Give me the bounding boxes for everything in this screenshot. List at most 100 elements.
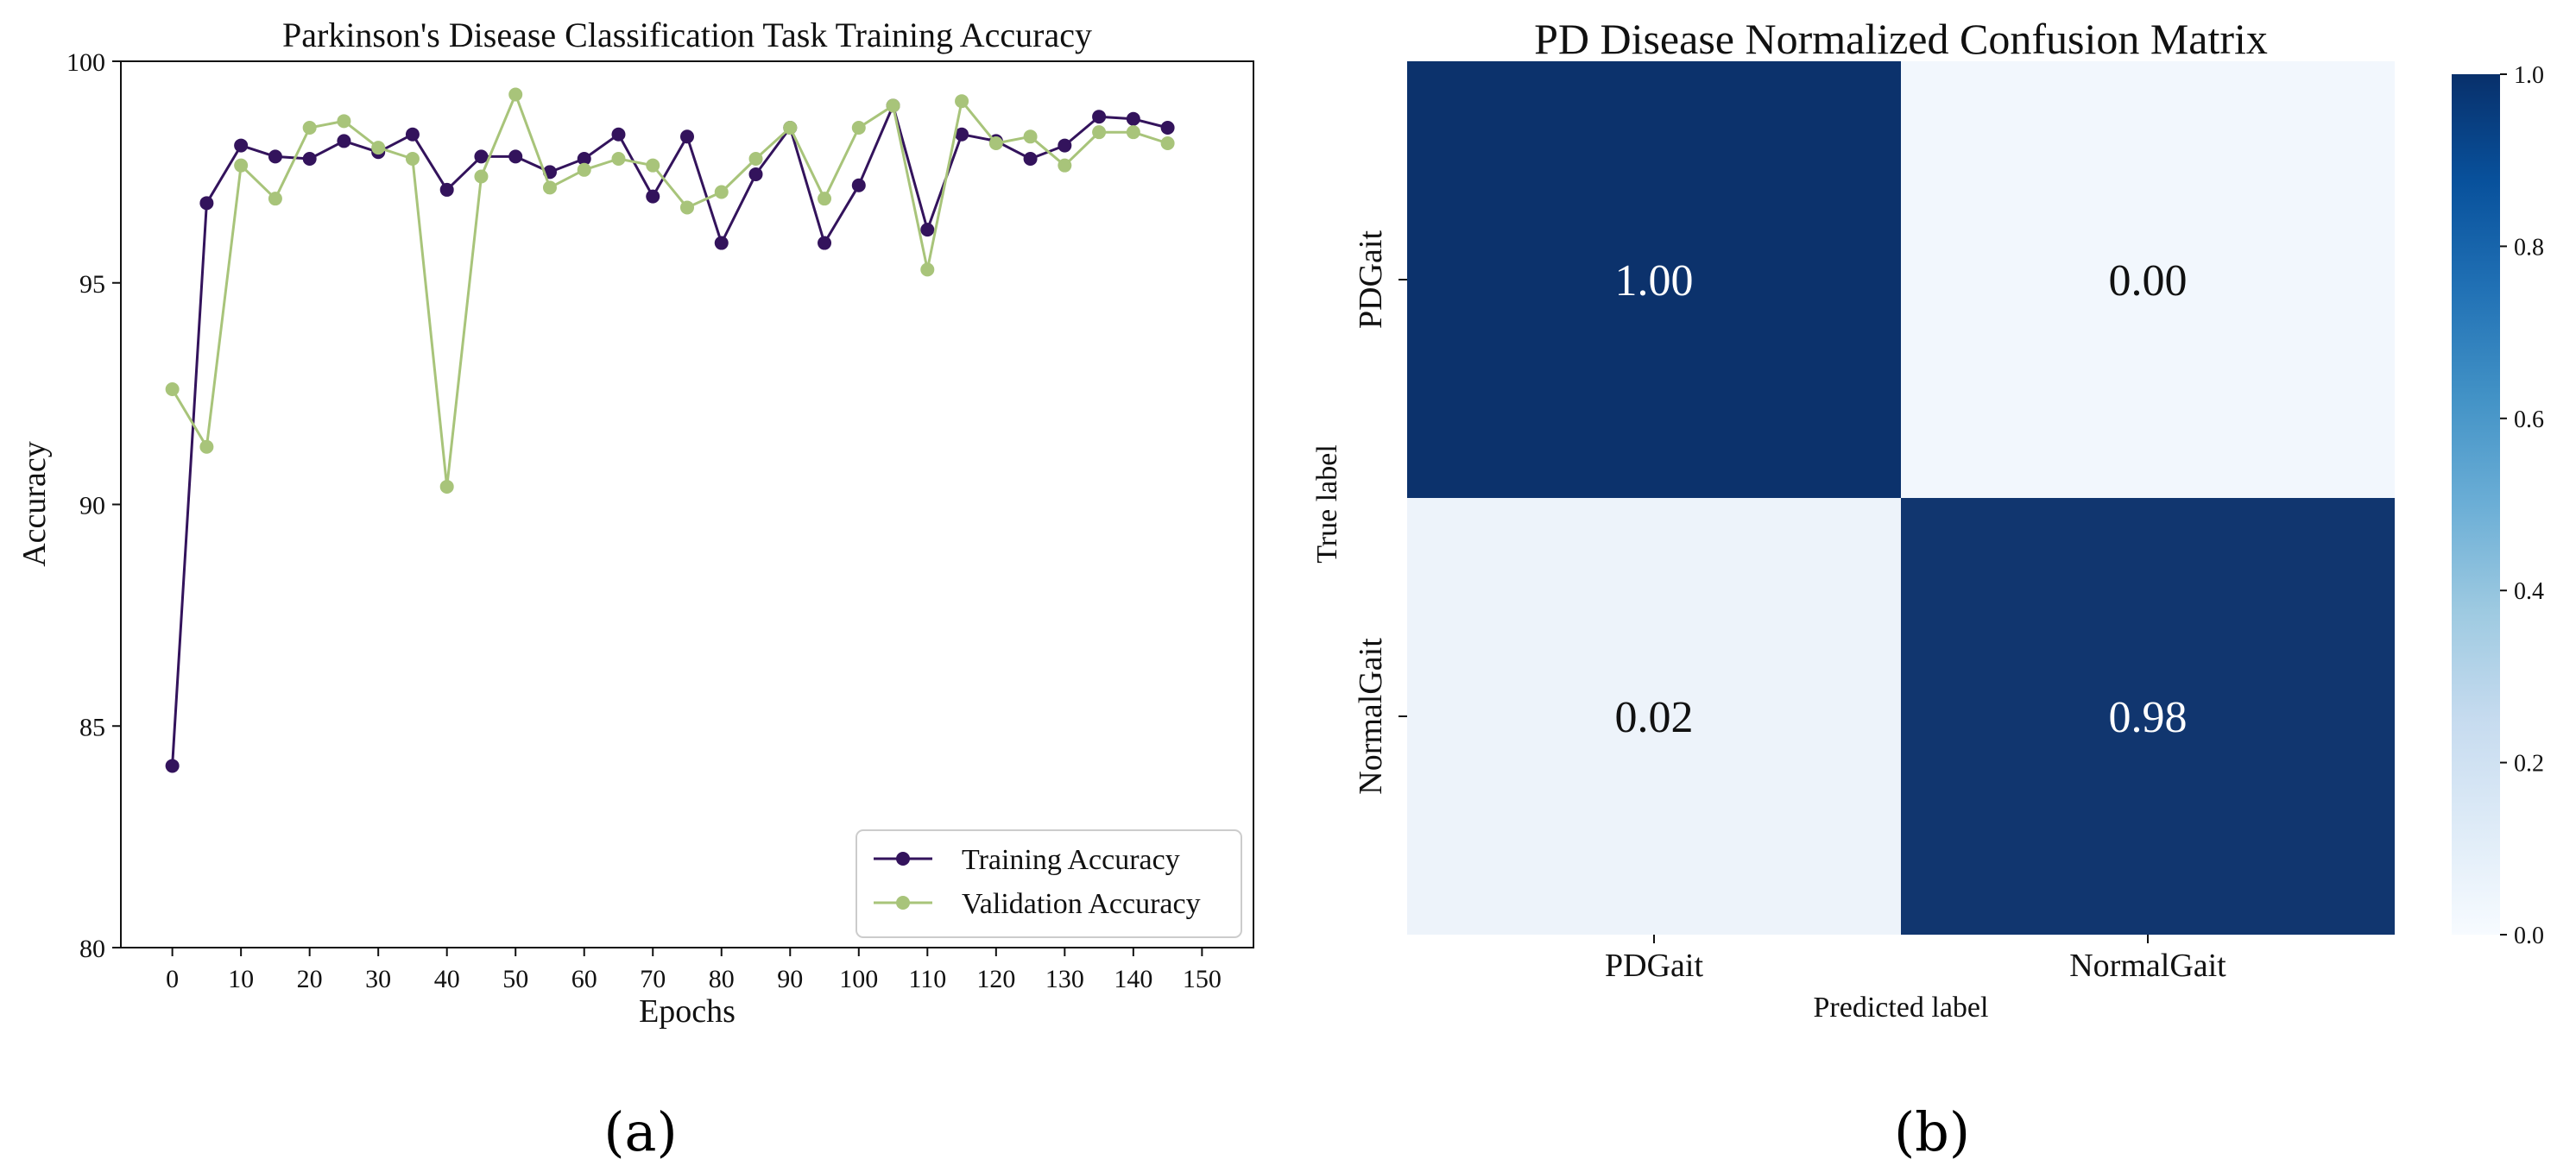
chart-a-series [165, 87, 1175, 773]
legend-training-label: Training Accuracy [962, 844, 1180, 876]
chart-b-colorbar: 0.0 0.2 0.4 0.6 0.8 1.0 [2452, 62, 2544, 949]
validation-accuracy-point [234, 158, 249, 173]
x-category-label: NormalGait [2069, 948, 2226, 984]
x-tick-label: 10 [228, 965, 254, 993]
validation-accuracy-point [955, 94, 969, 109]
chart-b-x-axis-label: Predicted label [1814, 992, 1989, 1024]
x-tick-label: 80 [709, 965, 735, 993]
chart-a-title: Parkinson's Disease Classification Task … [282, 16, 1092, 54]
colorbar-tick-label: 0.8 [2514, 234, 2544, 261]
colorbar-gradient [2452, 74, 2500, 935]
chart-a-axes: 0 10 20 30 40 50 60 70 80 90 100 110 120 130 140 150 80 8… [66, 48, 1222, 993]
training-accuracy-point [714, 236, 729, 250]
chart-a-y-axis-label: Accuracy [16, 441, 53, 567]
training-accuracy-point [1160, 121, 1175, 135]
panel-a-caption: (a) [603, 1100, 677, 1163]
y-category-label: NormalGait [1353, 638, 1389, 795]
validation-accuracy-point [783, 121, 798, 135]
x-tick-label: 50 [502, 965, 528, 993]
colorbar-tick-label: 1.0 [2514, 62, 2544, 89]
colorbar-tick-label: 0.4 [2514, 578, 2544, 605]
y-tick-label: 95 [79, 270, 105, 299]
validation-accuracy-point [1058, 158, 1072, 173]
training-accuracy-point [268, 149, 282, 164]
training-accuracy-point [1023, 151, 1038, 166]
validation-accuracy-point [611, 151, 626, 166]
validation-accuracy-point [474, 169, 489, 184]
legend-box [856, 829, 1242, 938]
training-accuracy-point [611, 127, 626, 142]
training-accuracy-point [302, 151, 317, 166]
y-tick-label: 90 [79, 492, 105, 520]
heatmap-cell [1407, 61, 1901, 498]
chart-a-plot-frame [120, 60, 1254, 948]
training-accuracy-point [165, 759, 180, 773]
training-accuracy-point [680, 129, 694, 144]
x-tick-label: 120 [976, 965, 1015, 993]
training-accuracy-point [508, 149, 523, 164]
colorbar-tick-label: 0.2 [2514, 751, 2544, 778]
x-tick-label: 20 [297, 965, 323, 993]
validation-accuracy-point [165, 381, 180, 396]
y-category-label: PDGait [1353, 230, 1389, 329]
training-accuracy-point [577, 151, 591, 166]
training-accuracy-point [818, 236, 832, 250]
colorbar-tick-label: 0.0 [2514, 923, 2544, 949]
validation-accuracy-point [646, 158, 660, 173]
training-accuracy-point [748, 167, 763, 181]
validation-accuracy-point [851, 121, 866, 135]
x-tick-label: 140 [1114, 965, 1152, 993]
validation-accuracy-point [542, 180, 557, 195]
legend-training-marker [896, 852, 910, 866]
x-tick-label: 90 [777, 965, 803, 993]
chart-a-legend: Training Accuracy Validation Accuracy [856, 829, 1242, 938]
validation-accuracy-point [199, 439, 214, 454]
training-accuracy-point [1126, 111, 1140, 126]
training-accuracy-point [955, 127, 969, 142]
training-accuracy-point [199, 196, 214, 211]
training-accuracy-point [646, 189, 660, 204]
heatmap-cell [1407, 498, 1901, 935]
x-tick-label: 30 [365, 965, 391, 993]
chart-b-cells: 1.00 0.00 0.02 0.98 PDGait NormalGait PDGait No… [1353, 61, 2395, 984]
x-tick-label: 0 [166, 965, 179, 993]
colorbar-tick-label: 0.6 [2514, 406, 2544, 433]
validation-accuracy-point [1023, 129, 1038, 144]
confusion-matrix-heatmap: PD Disease Normalized Confusion Matrix 1… [1311, 15, 2544, 1024]
heatmap-cell-label: 0.98 [2109, 693, 2188, 742]
y-tick-label: 85 [79, 713, 105, 741]
validation-accuracy-point [439, 479, 454, 494]
training-accuracy-point [474, 149, 489, 164]
x-tick-label: 130 [1045, 965, 1084, 993]
legend-validation-label: Validation Accuracy [962, 888, 1201, 920]
chart-b-y-axis-label: True label [1311, 444, 1343, 564]
training-accuracy-point [1058, 138, 1072, 153]
chart-a-x-axis-label: Epochs [639, 993, 736, 1030]
validation-accuracy-point [748, 151, 763, 166]
x-tick-label: 150 [1183, 965, 1222, 993]
x-tick-label: 100 [839, 965, 878, 993]
training-accuracy-point [337, 134, 351, 148]
training-accuracy-point [439, 182, 454, 197]
y-tick-label: 100 [66, 48, 105, 77]
heatmap-cell-label: 0.02 [1615, 693, 1694, 742]
heatmap-cell [1901, 61, 2395, 498]
x-tick-label: 60 [571, 965, 597, 993]
validation-accuracy-point [1160, 135, 1175, 150]
heatmap-cell-label: 0.00 [2109, 256, 2188, 306]
accuracy-line-chart: Parkinson's Disease Classification Task … [16, 16, 1254, 1030]
x-tick-label: 110 [908, 965, 946, 993]
training-accuracy-point [234, 138, 249, 153]
chart-b-title: PD Disease Normalized Confusion Matrix [1534, 15, 2268, 63]
training-accuracy-point [920, 223, 935, 237]
validation-accuracy-point [405, 151, 420, 166]
training-accuracy-point [851, 178, 866, 192]
x-tick-label: 40 [434, 965, 460, 993]
panel-b-caption: (b) [1894, 1100, 1970, 1163]
heatmap-cell [1901, 498, 2395, 935]
validation-accuracy-point [988, 135, 1003, 150]
validation-accuracy-point [680, 200, 694, 215]
legend-validation-marker [896, 896, 910, 910]
validation-accuracy-point [337, 114, 351, 129]
validation-accuracy-point [920, 262, 935, 277]
